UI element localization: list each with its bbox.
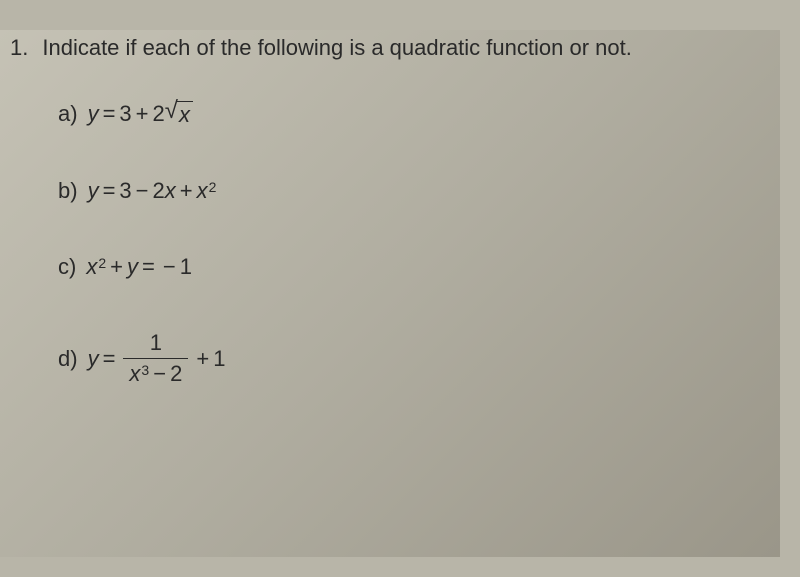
worksheet-page: 1. Indicate if each of the following is … [0,30,780,557]
item-a: a) y = 3 + 2 √ x [58,99,750,128]
item-d-equation: y = 1 x3 − 2 + 1 [88,330,226,387]
var-x: x [86,254,97,280]
var-x: x [197,178,208,204]
const-3: 3 [119,101,131,127]
sqrt-arg: x [176,101,193,128]
plus: + [196,346,209,372]
item-c-equation: x2 + y = −1 [86,254,192,280]
exp-2: 2 [98,255,106,271]
fraction: 1 x3 − 2 [123,330,188,387]
item-b-equation: y = 3 − 2x + x2 [88,178,217,204]
equals: = [103,346,116,372]
minus: − [136,178,149,204]
item-a-label: a) [58,101,78,127]
plus: + [110,254,123,280]
plus: + [136,101,149,127]
item-c-label: c) [58,254,76,280]
const-2: 2 [170,361,182,387]
minus: − [153,361,166,387]
equals: = [103,101,116,127]
question-text: Indicate if each of the following is a q… [42,35,631,61]
coef-2: 2 [153,101,165,127]
item-b: b) y = 3 − 2x + x2 [58,178,750,204]
item-d: d) y = 1 x3 − 2 + 1 [58,330,750,387]
equals: = [142,254,155,280]
plus: + [180,178,193,204]
item-d-label: d) [58,346,78,372]
const-3: 3 [119,178,131,204]
var-y: y [88,178,99,204]
question-row: 1. Indicate if each of the following is … [10,35,750,61]
sqrt: √ x [165,99,193,128]
item-b-label: b) [58,178,78,204]
frac-denominator: x3 − 2 [123,358,188,387]
var-y: y [88,346,99,372]
var-y: y [88,101,99,127]
question-number: 1. [10,35,28,61]
var-x: x [165,178,176,204]
coef-2: 2 [153,178,165,204]
equals: = [103,178,116,204]
var-y: y [127,254,138,280]
item-c: c) x2 + y = −1 [58,254,750,280]
neg: − [163,254,176,280]
const-1: 1 [180,254,192,280]
frac-numerator: 1 [144,330,168,358]
exp-2: 2 [209,179,217,195]
exp-3: 3 [141,362,149,378]
var-x: x [129,361,140,387]
item-a-equation: y = 3 + 2 √ x [88,99,193,128]
const-1: 1 [213,346,225,372]
